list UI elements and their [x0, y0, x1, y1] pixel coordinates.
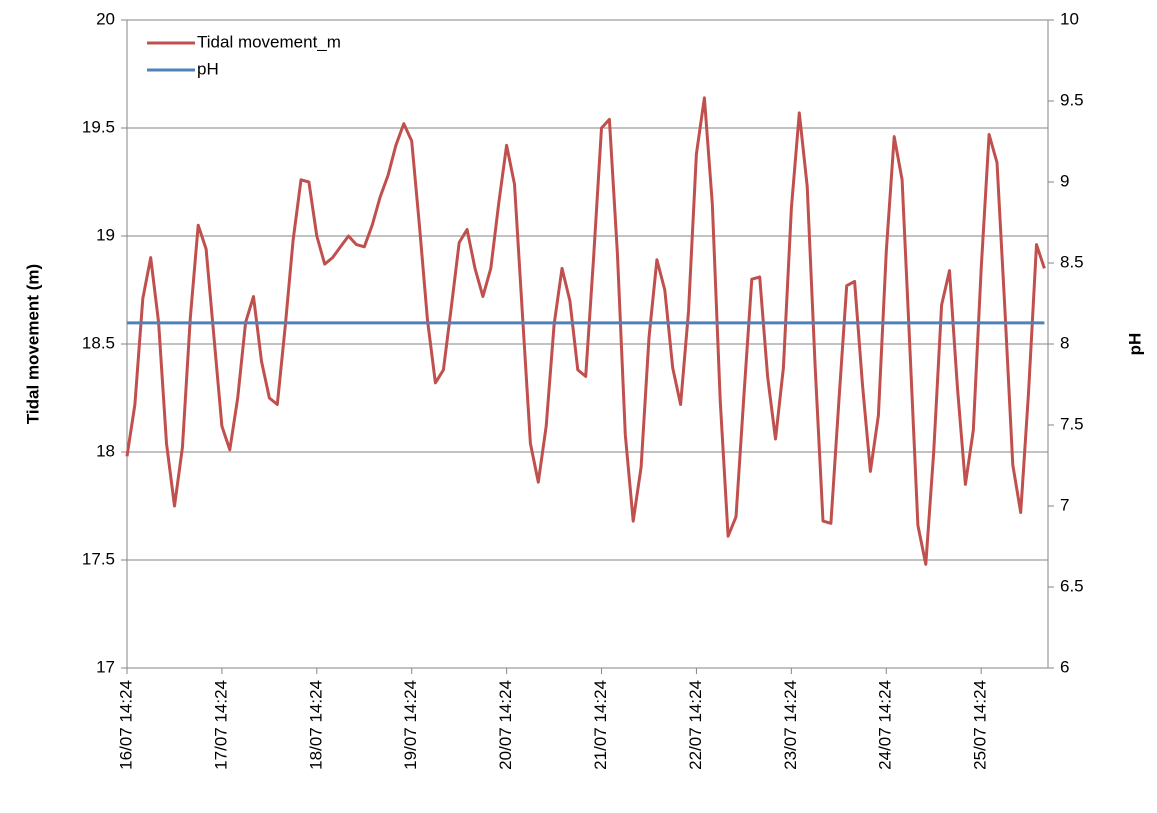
x-tick-label: 17/07 14:24 — [211, 680, 230, 770]
y2-tick-label: 6.5 — [1060, 576, 1084, 595]
x-tick-label: 25/07 14:24 — [971, 680, 990, 770]
y2-tick-label: 7.5 — [1060, 414, 1084, 433]
x-tick-label: 22/07 14:24 — [686, 680, 705, 770]
x-tick-label: 21/07 14:24 — [591, 680, 610, 770]
x-tick-label: 18/07 14:24 — [306, 680, 325, 770]
y-tick-label: 18 — [96, 441, 115, 460]
x-tick-label: 20/07 14:24 — [496, 680, 515, 770]
y2-tick-label: 7 — [1060, 495, 1069, 514]
x-tick-label: 24/07 14:24 — [876, 680, 895, 770]
y2-tick-label: 9 — [1060, 171, 1069, 190]
y2-tick-label: 9.5 — [1060, 90, 1084, 109]
series-line — [125, 96, 1046, 566]
y-tick-label: 18.5 — [82, 333, 115, 352]
x-tick-label: 23/07 14:24 — [781, 680, 800, 770]
y-tick-label: 17 — [96, 657, 115, 676]
y-tick-label: 20 — [96, 9, 115, 28]
y-tick-label: 17.5 — [82, 549, 115, 568]
x-tick-label: 16/07 14:24 — [116, 680, 135, 770]
y-axis-title: Tidal movement (m) — [23, 264, 42, 424]
y2-tick-label: 8.5 — [1060, 252, 1084, 271]
legend-label: Tidal movement_m — [197, 32, 341, 51]
x-tick-label: 19/07 14:24 — [401, 680, 420, 770]
y-tick-label: 19.5 — [82, 117, 115, 136]
legend-label: pH — [197, 59, 219, 78]
y2-tick-label: 10 — [1060, 9, 1079, 28]
y2-axis-title: pH — [1125, 333, 1144, 356]
y2-tick-label: 8 — [1060, 333, 1069, 352]
y-tick-label: 19 — [96, 225, 115, 244]
y2-tick-label: 6 — [1060, 657, 1069, 676]
